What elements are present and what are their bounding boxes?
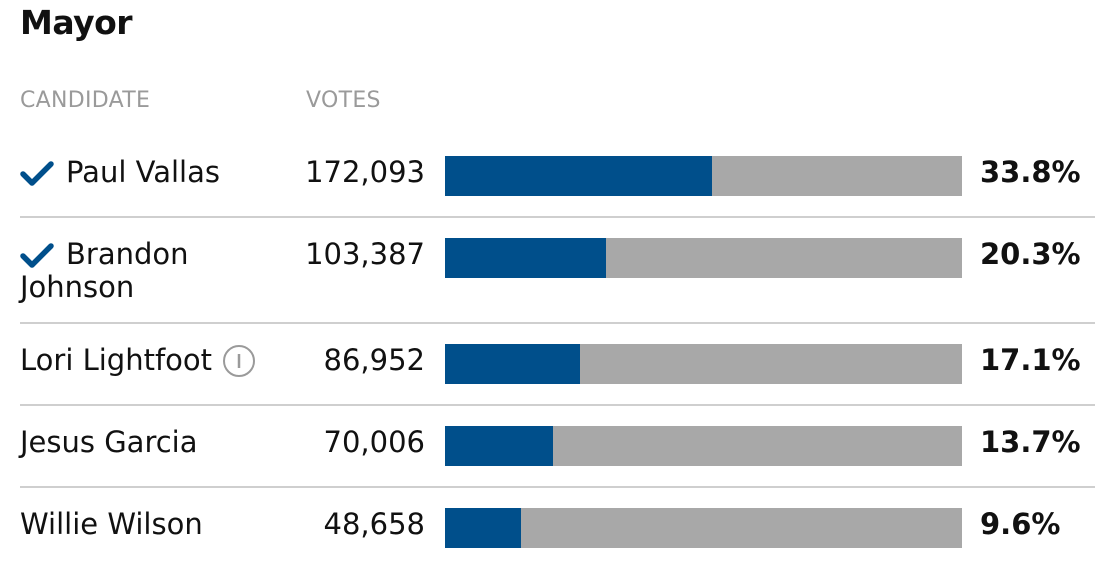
checkmark-icon [20,243,54,268]
vote-percentage: 17.1% [980,343,1081,377]
incumbent-info-icon[interactable] [222,344,256,378]
candidate-cell: Brandon Johnson [20,238,290,304]
result-row: Jesus Garcia 70,006 13.7% [20,406,1095,488]
checkmark-icon [20,161,54,186]
vote-count: 48,658 [323,507,425,541]
candidate-name: Brandon Johnson [20,237,189,304]
vote-share-bar-fill [445,238,606,278]
candidate-name-line: Willie Wilson [20,507,203,541]
vote-share-bar [445,508,962,548]
vote-share-bar [445,156,962,196]
vote-percentage: 33.8% [980,155,1081,189]
candidate-name: Willie Wilson [20,508,203,541]
result-row: Paul Vallas 172,093 33.8% [20,140,1095,218]
vote-count: 70,006 [323,425,425,459]
votes-column-header: VOTES [306,88,381,113]
candidate-column-header: CANDIDATE [20,88,151,113]
candidate-cell: Jesus Garcia [20,426,290,459]
result-row: Brandon Johnson 103,387 20.3% [20,218,1095,324]
vote-share-bar [445,344,962,384]
vote-share-bar-fill [445,508,521,548]
candidate-name-line: Jesus Garcia [20,425,198,459]
candidate-name-line: Johnson [20,270,135,304]
vote-count: 103,387 [305,237,425,271]
candidate-name-line: Lori Lightfoot [20,343,213,377]
vote-count: 172,093 [305,155,425,189]
vote-share-bar-fill [445,426,553,466]
result-row: Willie Wilson 48,658 9.6% [20,488,1095,568]
candidate-name: Paul Vallas [66,156,220,189]
vote-percentage: 20.3% [980,237,1081,271]
vote-share-bar [445,426,962,466]
vote-share-bar [445,238,962,278]
candidate-cell: Paul Vallas [20,156,290,189]
candidate-cell: Willie Wilson [20,508,290,541]
candidate-name-line: Brandon [66,237,189,271]
vote-percentage: 9.6% [980,507,1061,541]
vote-share-bar-fill [445,344,580,384]
candidate-name: Jesus Garcia [20,426,198,459]
vote-share-bar-fill [445,156,712,196]
candidate-name-line: Paul Vallas [66,155,220,189]
vote-count: 86,952 [323,343,425,377]
result-row: Lori Lightfoot 86,952 17.1% [20,324,1095,406]
race-title: Mayor [20,3,133,42]
candidate-cell: Lori Lightfoot [20,344,290,378]
vote-percentage: 13.7% [980,425,1081,459]
candidate-name: Lori Lightfoot [20,344,212,377]
